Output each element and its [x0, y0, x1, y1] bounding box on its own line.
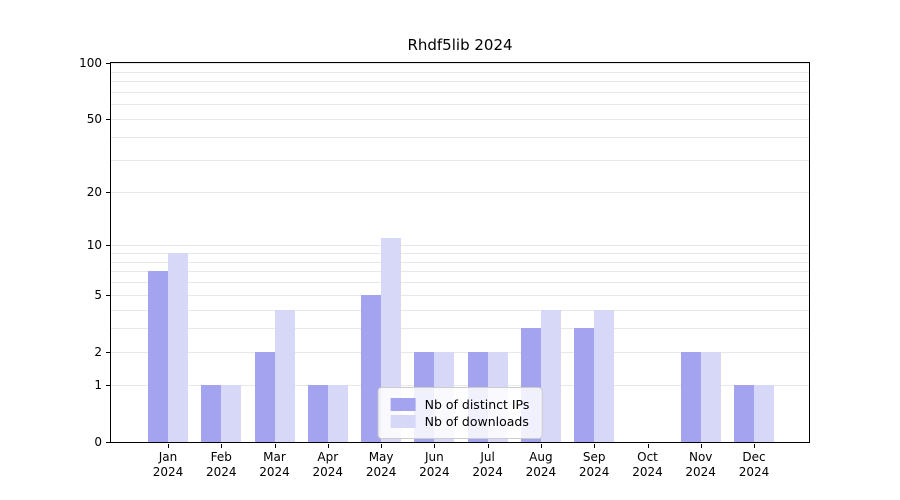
- bar-downloads: [168, 252, 188, 442]
- bar-distinct-ips: [574, 328, 595, 442]
- gridline: [111, 91, 809, 93]
- y-tick-label: 0: [94, 435, 102, 449]
- y-tick-mark: [106, 385, 110, 387]
- gridline: [111, 351, 809, 353]
- bar-downloads: [274, 309, 295, 442]
- y-tick-label: 100: [79, 56, 102, 70]
- gridline: [111, 328, 809, 330]
- y-tick-label: 20: [86, 185, 102, 199]
- y-tick-mark: [106, 351, 110, 353]
- legend-swatch-downloads: [390, 415, 416, 428]
- gridline: [111, 71, 809, 73]
- legend-swatch-distinct-ips: [390, 398, 416, 411]
- gridline: [111, 282, 809, 284]
- x-tick-mark: [594, 444, 596, 448]
- x-tick-mark: [434, 444, 436, 448]
- x-tick-label: Apr 2024: [312, 450, 344, 479]
- x-tick-label: Dec 2024: [738, 450, 770, 479]
- bar-downloads: [700, 351, 721, 442]
- gridline: [111, 160, 809, 161]
- bar-distinct-ips: [307, 385, 328, 442]
- x-tick-label: Jan 2024: [152, 450, 184, 479]
- bar-distinct-ips: [201, 385, 222, 442]
- y-tick-mark: [106, 442, 110, 443]
- gridline: [111, 261, 809, 263]
- bar-distinct-ips: [361, 294, 382, 442]
- gridline: [111, 309, 809, 311]
- y-tick-mark: [106, 192, 110, 193]
- x-tick-mark: [274, 444, 276, 448]
- plot-area: Nb of distinct IPs Nb of downloads: [110, 62, 810, 443]
- x-tick-label: Sep 2024: [578, 450, 610, 479]
- x-tick-label: Oct 2024: [632, 450, 663, 479]
- legend: Nb of distinct IPs Nb of downloads: [377, 387, 543, 439]
- y-tick-mark: [106, 294, 110, 296]
- y-tick-mark: [106, 245, 110, 247]
- x-tick-label: May 2024: [365, 450, 397, 479]
- bar-distinct-ips: [680, 351, 701, 442]
- y-tick-label: 10: [86, 238, 102, 253]
- bar-downloads: [594, 309, 615, 442]
- legend-label-downloads: Nb of downloads: [424, 414, 529, 429]
- y-tick-label: 50: [86, 112, 102, 127]
- bar-downloads: [327, 385, 348, 442]
- x-tick-label: Jun 2024: [419, 450, 450, 479]
- x-tick-mark: [381, 444, 383, 448]
- x-tick-label: Aug 2024: [525, 450, 557, 479]
- gridline: [111, 63, 809, 64]
- bar-distinct-ips: [148, 271, 168, 442]
- legend-label-distinct-ips: Nb of distinct IPs: [424, 397, 530, 412]
- gridline: [111, 81, 809, 83]
- gridline: [111, 294, 809, 296]
- y-tick-mark: [106, 119, 110, 121]
- gridline: [111, 192, 809, 193]
- x-tick-mark: [221, 444, 223, 448]
- y-tick-label: 2: [94, 344, 102, 359]
- bar-downloads: [754, 385, 774, 442]
- gridline: [111, 104, 809, 106]
- y-tick-label: 1: [94, 378, 102, 393]
- x-tick-mark: [754, 444, 755, 448]
- bar-downloads: [221, 385, 242, 442]
- gridline: [111, 271, 809, 273]
- x-tick-mark: [540, 444, 542, 448]
- gridline: [111, 245, 809, 247]
- gridline: [111, 137, 809, 138]
- bar-distinct-ips: [254, 351, 275, 442]
- y-tick-mark: [106, 63, 110, 64]
- chart-title: Rhdf5lib 2024: [407, 36, 513, 54]
- x-tick-mark: [647, 444, 649, 448]
- gridline: [111, 385, 809, 387]
- y-tick-label: 5: [94, 287, 102, 302]
- x-tick-label: Jul 2024: [472, 450, 503, 479]
- gridline: [111, 252, 809, 254]
- x-tick-label: Nov 2024: [685, 450, 716, 479]
- bar-downloads: [540, 309, 561, 442]
- x-tick-mark: [487, 444, 489, 448]
- gridline: [111, 119, 809, 121]
- legend-entry-downloads: Nb of downloads: [390, 414, 530, 429]
- x-tick-mark: [700, 444, 702, 448]
- legend-entry-distinct-ips: Nb of distinct IPs: [390, 397, 530, 412]
- x-tick-mark: [327, 444, 329, 448]
- x-tick-mark: [168, 444, 169, 448]
- bar-distinct-ips: [734, 385, 754, 442]
- x-tick-label: Mar 2024: [259, 450, 290, 479]
- x-tick-label: Feb 2024: [206, 450, 237, 479]
